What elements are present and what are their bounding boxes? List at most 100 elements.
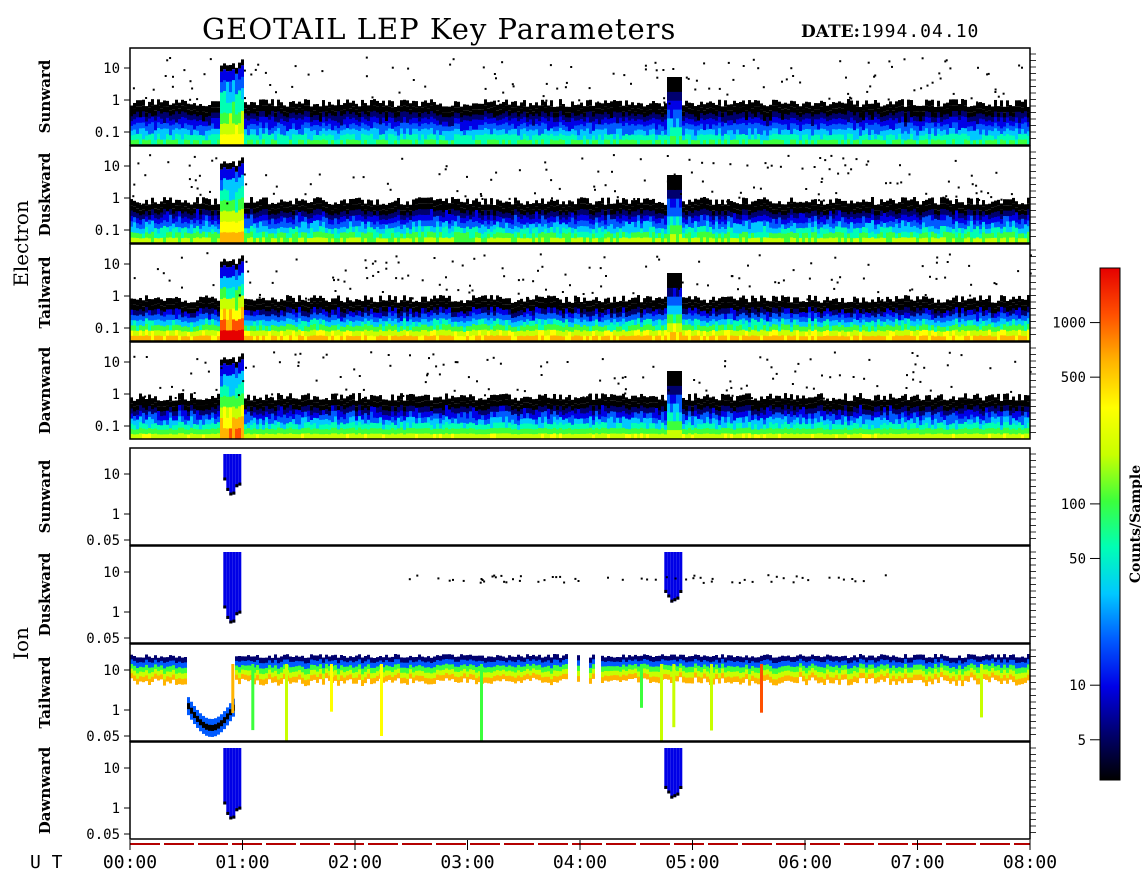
electron-bin	[451, 214, 454, 221]
electron-bin	[988, 238, 991, 244]
electron-bin	[673, 100, 676, 111]
electron-bin	[598, 227, 601, 234]
electron-bin	[310, 228, 313, 234]
electron-bin	[637, 129, 640, 136]
electron-bin	[319, 135, 322, 141]
electron-bin	[451, 126, 454, 132]
electron-bin	[352, 100, 355, 107]
electron-bin	[382, 106, 385, 113]
electron-bin	[562, 140, 565, 146]
electron-bin	[265, 128, 268, 135]
electron-bin	[787, 207, 790, 214]
electron-bin	[481, 215, 484, 221]
electron-bin	[739, 238, 742, 244]
electron-bin	[805, 123, 808, 130]
electron-bin	[610, 118, 613, 125]
electron-bin	[808, 208, 811, 214]
electron-bin	[928, 204, 931, 211]
electron-bin	[193, 202, 196, 209]
electron-bin	[886, 217, 889, 223]
electron-bin	[910, 221, 913, 228]
electron-bin	[889, 139, 892, 146]
electron-bin	[538, 203, 541, 210]
electron-speckle	[644, 68, 647, 71]
electron-bin	[877, 224, 880, 230]
electron-bin	[1012, 237, 1015, 244]
electron-speckle	[732, 78, 735, 81]
electron-bin	[526, 112, 529, 118]
electron-bin	[151, 209, 154, 216]
electron-bin	[373, 210, 376, 216]
electron-bin	[955, 221, 958, 228]
electron-bin	[172, 124, 175, 131]
electron-bin	[190, 120, 193, 126]
electron-bin	[622, 220, 625, 227]
electron-bin	[970, 140, 973, 146]
electron-bin	[184, 100, 187, 107]
electron-bin	[403, 220, 406, 226]
electron-bin	[556, 232, 559, 239]
electron-bin	[343, 205, 346, 212]
electron-bin	[904, 131, 907, 137]
electron-bin	[703, 135, 706, 141]
electron-bin	[535, 139, 538, 146]
electron-bin	[253, 223, 256, 229]
electron-bin	[148, 224, 151, 230]
electron-bin	[643, 121, 646, 127]
electron-bin	[268, 124, 271, 131]
electron-bin	[931, 116, 934, 124]
electron-bin	[595, 227, 598, 234]
electron-bin	[817, 210, 820, 216]
electron-bin	[862, 221, 865, 228]
electron-bin	[973, 116, 976, 122]
electron-bin	[1009, 205, 1012, 212]
electron-bin	[880, 205, 883, 212]
electron-bin	[370, 222, 373, 228]
electron-bin	[784, 119, 787, 125]
electron-bin	[430, 139, 433, 146]
electron-bin	[289, 134, 292, 141]
electron-bin	[574, 214, 577, 221]
electron-bin	[205, 198, 208, 205]
electron-speckle	[169, 57, 172, 59]
electron-bin	[838, 107, 841, 114]
electron-speckle	[727, 61, 730, 64]
electron-bin	[148, 129, 151, 135]
electron-bin	[433, 227, 436, 234]
electron-bin	[715, 199, 718, 206]
electron-bin	[772, 218, 775, 225]
electron-bin	[649, 232, 652, 239]
electron-bin	[709, 211, 712, 217]
electron-bin	[136, 208, 139, 214]
electron-bin	[160, 232, 163, 239]
electron-bin	[496, 232, 499, 239]
electron-bin	[796, 208, 799, 214]
electron-bin	[460, 222, 463, 229]
electron-bin	[256, 120, 259, 127]
electron-bin	[331, 104, 334, 111]
electron-bin	[343, 221, 346, 228]
electron-bin	[247, 202, 250, 209]
electron-bin	[421, 139, 424, 146]
electron-bin	[280, 199, 283, 206]
electron-bin	[784, 219, 787, 225]
electron-bin	[907, 99, 910, 106]
electron-bin	[571, 232, 574, 239]
electron-bin	[619, 223, 622, 229]
electron-bin	[1018, 122, 1021, 129]
electron-bin	[664, 124, 667, 131]
electron-bin	[961, 133, 964, 140]
electron-bin	[781, 129, 784, 136]
electron-bin	[970, 226, 973, 233]
electron-bin	[310, 238, 313, 244]
electron-bin	[862, 237, 865, 244]
electron-bin	[622, 209, 625, 216]
electron-bin	[418, 106, 421, 113]
electron-bin	[364, 228, 367, 235]
electron-bin	[184, 117, 187, 124]
electron-bin	[268, 129, 271, 136]
electron-bin	[277, 128, 280, 135]
electron-bin	[943, 209, 946, 216]
electron-bin	[460, 135, 463, 141]
electron-bin	[157, 203, 160, 210]
